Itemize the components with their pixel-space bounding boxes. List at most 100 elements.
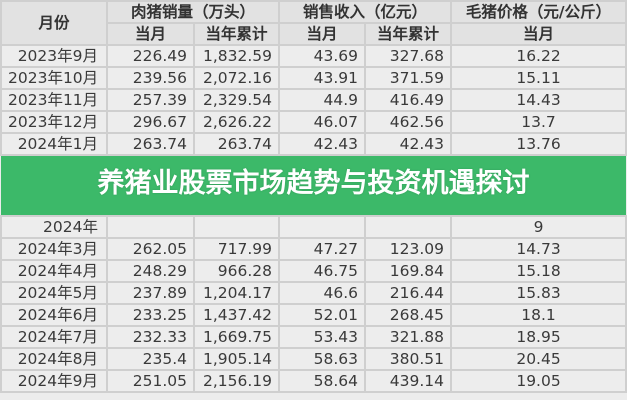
volume-ytd-cell: 966.28 <box>192 259 281 283</box>
volume-ytd-cell: 2,072.16 <box>192 66 281 90</box>
table-row: 2024年9月 251.05 2,156.19 58.64 439.14 19.05 <box>0 369 627 393</box>
price-cell: 15.18 <box>450 259 627 283</box>
header-volume-current: 当月 <box>106 22 195 46</box>
volume-ytd-cell: 2,156.19 <box>192 369 281 393</box>
banner-title: 养猪业股票市场趋势与投资机遇探讨 <box>97 168 530 199</box>
revenue-ytd-cell: 462.56 <box>364 110 453 134</box>
volume-cell: 262.05 <box>106 237 195 261</box>
header-volume-ytd: 当年累计 <box>192 22 281 46</box>
price-cell: 9 <box>450 215 627 239</box>
revenue-cell: 53.43 <box>278 325 367 349</box>
table-row: 2024年1月 263.74 263.74 42.43 42.43 13.76 <box>0 132 627 156</box>
month-cell: 2023年9月 <box>0 44 108 68</box>
table-row: 2024年8月 235.4 1,905.14 58.63 380.51 20.45 <box>0 347 627 371</box>
volume-cell: 248.29 <box>106 259 195 283</box>
month-cell: 2023年11月 <box>0 88 108 112</box>
volume-cell: 239.56 <box>106 66 195 90</box>
price-cell: 20.45 <box>450 347 627 371</box>
revenue-ytd-cell: 42.43 <box>364 132 453 156</box>
revenue-ytd-cell: 371.59 <box>364 66 453 90</box>
volume-ytd-cell: 2,329.54 <box>192 88 281 112</box>
header-sales-volume: 肉猪销量（万头） <box>105 0 281 24</box>
revenue-cell: 58.63 <box>278 347 367 371</box>
volume-cell: 257.39 <box>106 88 195 112</box>
volume-ytd-cell: 2,626.22 <box>192 110 281 134</box>
volume-cell: 235.4 <box>106 347 195 371</box>
volume-cell: 233.25 <box>106 303 195 327</box>
revenue-ytd-cell: 439.14 <box>364 369 453 393</box>
month-cell: 2024年5月 <box>0 281 108 305</box>
revenue-ytd-cell: 321.88 <box>364 325 453 349</box>
volume-cell: 237.89 <box>106 281 195 305</box>
revenue-cell: 46.75 <box>278 259 367 283</box>
month-cell: 2023年10月 <box>0 66 108 90</box>
price-cell: 14.43 <box>450 88 627 112</box>
volume-cell: 296.67 <box>106 110 195 134</box>
price-cell: 15.83 <box>450 281 627 305</box>
table-row: 2024年5月 237.89 1,204.17 46.6 216.44 15.83 <box>0 281 627 305</box>
table-row: 2023年10月 239.56 2,072.16 43.91 371.59 15.11 <box>0 66 627 90</box>
revenue-cell: 43.69 <box>278 44 367 68</box>
month-cell: 2024年9月 <box>0 369 108 393</box>
revenue-cell: 46.07 <box>278 110 367 134</box>
volume-cell: 232.33 <box>106 325 195 349</box>
volume-ytd-cell: 717.99 <box>192 237 281 261</box>
revenue-ytd-cell: 123.09 <box>364 237 453 261</box>
header-row-1: 月份 肉猪销量（万头） 销售收入（亿元） 毛猪价格（元/公斤） <box>0 0 627 46</box>
table-row: 2023年11月 257.39 2,329.54 44.9 416.49 14.43 <box>0 88 627 112</box>
price-cell: 18.1 <box>450 303 627 327</box>
revenue-ytd-cell: 216.44 <box>364 281 453 305</box>
price-cell: 16.22 <box>450 44 627 68</box>
table-row: 2024年4月 248.29 966.28 46.75 169.84 15.18 <box>0 259 627 283</box>
revenue-cell: 46.6 <box>278 281 367 305</box>
volume-cell <box>106 215 195 239</box>
revenue-ytd-cell: 327.68 <box>364 44 453 68</box>
revenue-ytd-cell: 416.49 <box>364 88 453 112</box>
revenue-cell: 44.9 <box>278 88 367 112</box>
month-cell: 2024年6月 <box>0 303 108 327</box>
banner-cell: 养猪业股票市场趋势与投资机遇探讨 <box>1 155 626 216</box>
volume-ytd-cell: 263.74 <box>192 132 281 156</box>
volume-cell: 226.49 <box>106 44 195 68</box>
title-banner: 养猪业股票市场趋势与投资机遇探讨 <box>1 155 626 216</box>
header-hog-price: 毛猪价格（元/公斤） <box>450 0 627 24</box>
header-sales-revenue: 销售收入（亿元） <box>278 0 453 24</box>
table-row: 2024年 9 <box>0 215 627 239</box>
month-cell: 2023年12月 <box>0 110 108 134</box>
month-cell: 2024年4月 <box>0 259 108 283</box>
volume-ytd-cell: 1,832.59 <box>192 44 281 68</box>
revenue-cell: 42.43 <box>278 132 367 156</box>
table-row: 2024年3月 262.05 717.99 47.27 123.09 14.73 <box>0 237 627 261</box>
month-cell: 2024年 <box>0 215 108 239</box>
volume-cell: 251.05 <box>106 369 195 393</box>
volume-ytd-cell <box>192 215 281 239</box>
revenue-cell: 47.27 <box>278 237 367 261</box>
revenue-cell: 52.01 <box>278 303 367 327</box>
month-cell: 2024年3月 <box>0 237 108 261</box>
revenue-cell: 58.64 <box>278 369 367 393</box>
month-cell: 2024年8月 <box>0 347 108 371</box>
price-cell: 13.76 <box>450 132 627 156</box>
volume-ytd-cell: 1,204.17 <box>192 281 281 305</box>
month-cell: 2024年7月 <box>0 325 108 349</box>
table-row: 2023年12月 296.67 2,626.22 46.07 462.56 13.7 <box>0 110 627 134</box>
header-revenue-ytd: 当年累计 <box>364 22 453 46</box>
price-cell: 19.05 <box>450 369 627 393</box>
price-cell: 13.7 <box>450 110 627 134</box>
header-revenue-current: 当月 <box>278 22 367 46</box>
price-cell: 18.95 <box>450 325 627 349</box>
revenue-cell <box>278 215 367 239</box>
volume-ytd-cell: 1,437.42 <box>192 303 281 327</box>
table-row: 2024年6月 233.25 1,437.42 52.01 268.45 18.1 <box>0 303 627 327</box>
header-row-2: 当月 当年累计 当月 当年累计 当月 <box>1 22 627 46</box>
table-row: 2023年9月 226.49 1,832.59 43.69 327.68 16.22 <box>0 44 627 68</box>
revenue-ytd-cell: 268.45 <box>364 303 453 327</box>
volume-ytd-cell: 1,669.75 <box>192 325 281 349</box>
price-cell: 14.73 <box>450 237 627 261</box>
volume-cell: 263.74 <box>106 132 195 156</box>
revenue-ytd-cell: 169.84 <box>364 259 453 283</box>
month-cell: 2024年1月 <box>0 132 108 156</box>
header-month: 月份 <box>0 0 108 46</box>
price-cell: 15.11 <box>450 66 627 90</box>
